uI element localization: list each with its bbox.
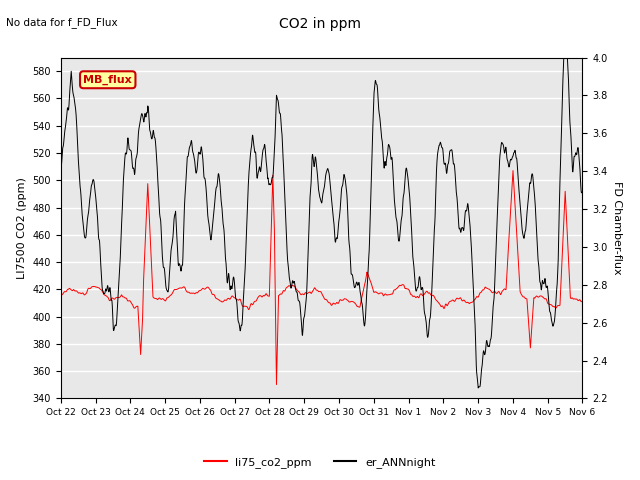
Text: CO2 in ppm: CO2 in ppm <box>279 17 361 31</box>
Text: MB_flux: MB_flux <box>83 74 132 85</box>
Y-axis label: FD Chamber-flux: FD Chamber-flux <box>611 181 621 275</box>
Y-axis label: LI7500 CO2 (ppm): LI7500 CO2 (ppm) <box>17 177 27 279</box>
Legend: li75_co2_ppm, er_ANNnight: li75_co2_ppm, er_ANNnight <box>200 452 440 472</box>
Text: No data for f_FD_Flux: No data for f_FD_Flux <box>6 17 118 28</box>
